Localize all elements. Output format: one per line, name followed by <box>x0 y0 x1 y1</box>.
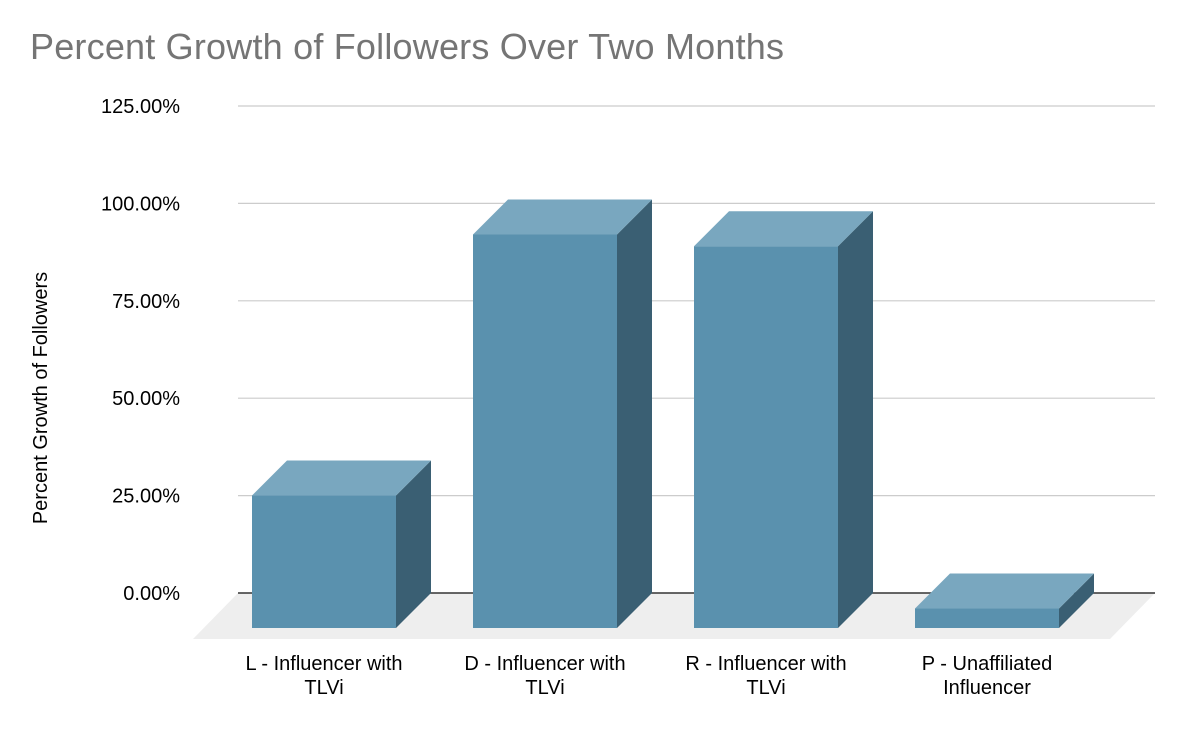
bar[interactable] <box>694 211 873 628</box>
y-tick-label: 125.00% <box>101 96 180 118</box>
x-tick-label: R - Influencer with TLVi <box>685 653 846 699</box>
x-tick-label-line: D - Influencer with <box>464 653 625 675</box>
y-axis-label: Percent Growth of Followers <box>30 272 52 524</box>
bar[interactable] <box>473 199 652 628</box>
bar-side <box>1059 573 1094 628</box>
x-tick-label-line: TLVi <box>304 677 343 699</box>
bar-top <box>915 573 1094 609</box>
bar-top <box>473 199 652 235</box>
bar[interactable] <box>915 573 1094 628</box>
x-tick-label: P - Unaffiliated Influencer <box>922 653 1052 699</box>
bar-side <box>838 211 873 628</box>
y-tick-label: 0.00% <box>123 583 180 605</box>
bar-side <box>396 460 431 628</box>
bar-front <box>694 246 838 628</box>
chart-floor <box>193 593 1155 639</box>
bar-side <box>617 199 652 628</box>
y-tick-label: 75.00% <box>112 291 180 313</box>
x-tick-label-line: TLVi <box>525 677 564 699</box>
bar-front <box>252 495 396 628</box>
bar-front <box>915 608 1059 628</box>
y-tick-label: 50.00% <box>112 388 180 410</box>
x-tick-label-line: Influencer <box>943 677 1031 699</box>
bar[interactable] <box>252 460 431 628</box>
x-tick-label-line: TLVi <box>746 677 785 699</box>
bar-front <box>473 234 617 628</box>
x-tick-label: L - Influencer with TLVi <box>245 653 402 699</box>
chart-title: Percent Growth of Followers Over Two Mon… <box>30 26 785 67</box>
y-tick-label: 25.00% <box>112 486 180 508</box>
y-tick-label: 100.00% <box>101 193 180 215</box>
x-tick-label: D - Influencer with TLVi <box>464 653 625 699</box>
bar-top <box>694 211 873 247</box>
x-tick-label-line: P - Unaffiliated <box>922 653 1052 675</box>
bar-top <box>252 460 431 496</box>
x-tick-label-line: R - Influencer with <box>685 653 846 675</box>
x-tick-label-line: L - Influencer with <box>245 653 402 675</box>
